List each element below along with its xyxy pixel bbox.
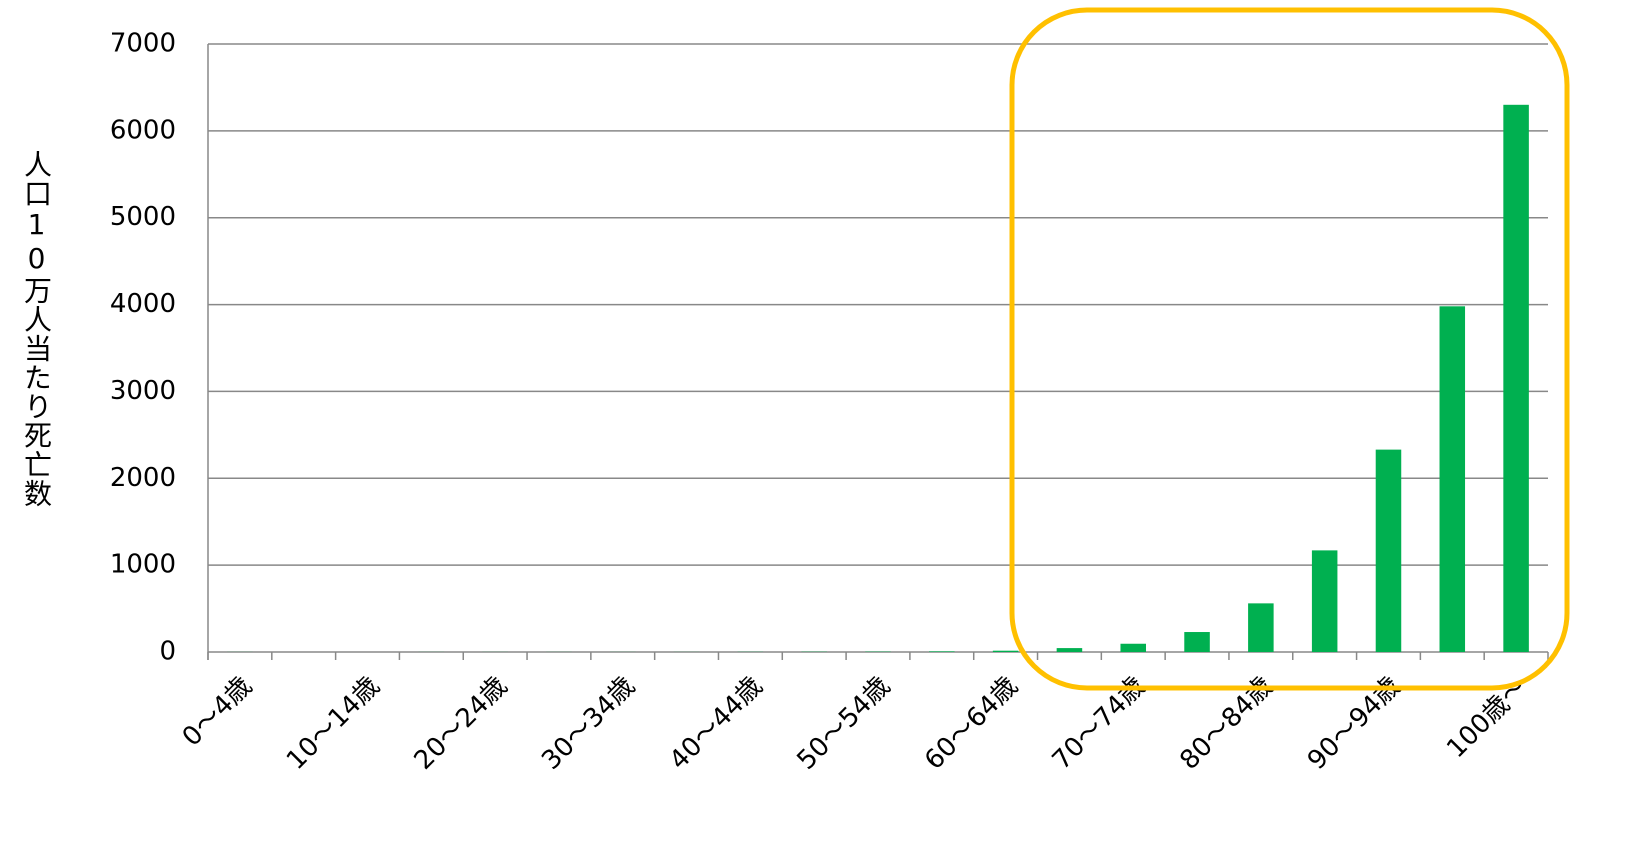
y-tick-label: 7000 bbox=[110, 29, 176, 59]
bar bbox=[1439, 306, 1466, 652]
bar bbox=[929, 651, 955, 652]
y-tick-label: 4000 bbox=[110, 289, 176, 319]
y-axis-label: 人口10万人当たり死亡数 bbox=[20, 150, 53, 508]
y-tick-label: 3000 bbox=[110, 376, 176, 406]
x-tick-label: 30～34歳 bbox=[536, 671, 641, 776]
x-tick-label: 20～24歳 bbox=[409, 671, 514, 776]
bar bbox=[1311, 550, 1338, 652]
x-tick-label: 50～54歳 bbox=[791, 671, 896, 776]
x-tick-label: 0～4歳 bbox=[177, 671, 258, 752]
y-tick-label: 2000 bbox=[110, 463, 176, 493]
bar bbox=[1503, 104, 1529, 653]
bar bbox=[1120, 643, 1146, 652]
highlight-box bbox=[1009, 7, 1570, 691]
y-tick-label: 5000 bbox=[110, 202, 176, 232]
bar bbox=[1056, 648, 1083, 652]
bar bbox=[992, 650, 1019, 652]
x-tick-label: 10～14歳 bbox=[281, 671, 386, 776]
y-tick-label: 1000 bbox=[110, 550, 176, 580]
bar bbox=[1248, 603, 1274, 652]
x-tick-label: 40～44歳 bbox=[664, 671, 769, 776]
y-tick-label: 6000 bbox=[110, 115, 176, 145]
x-tick-label: 60～64歳 bbox=[919, 671, 1024, 776]
bar bbox=[1375, 449, 1402, 652]
bar bbox=[1184, 632, 1210, 652]
y-tick-label: 0 bbox=[159, 637, 176, 667]
